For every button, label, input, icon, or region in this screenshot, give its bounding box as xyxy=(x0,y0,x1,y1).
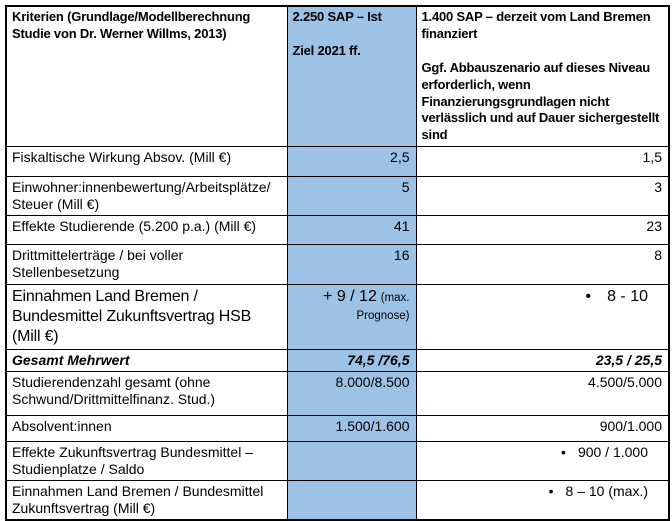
table-row: Studierendenzahl gesamt (ohne Schwund/Dr… xyxy=(5,370,670,416)
ist-value-cell: 8.000/8.500 xyxy=(286,370,417,416)
header-land-column: 1.400 SAP – derzeit vom Land Bremen fina… xyxy=(415,5,670,148)
land-value-cell: 3 xyxy=(415,176,670,217)
land-value-cell: 4.500/5.000 xyxy=(415,370,670,416)
criteria-cell: Effekte Studierende (5.200 p.a.) (Mill €… xyxy=(5,215,288,246)
header-land-para2: Ggf. Abbauszenario auf dieses Niveau erf… xyxy=(421,59,660,143)
table-row: Drittmittelerträge / bei voller Stellenb… xyxy=(5,244,670,285)
header-ist-line2: Ziel 2021 ff. xyxy=(292,42,361,58)
criteria-cell: Studierendenzahl gesamt (ohne Schwund/Dr… xyxy=(5,370,288,416)
land-value-cell: • 8 - 10 xyxy=(415,283,670,350)
ist-value-cell: 2,5 xyxy=(286,146,417,178)
ist-value-cell: 74,5 /76,5 xyxy=(286,348,417,372)
header-ist-line1: 2.250 SAP – Ist xyxy=(292,9,382,24)
criteria-cell: Einwohner:innenbewertung/Arbeitsplätze/ … xyxy=(5,176,288,217)
ist-value-cell: 1.500/1.600 xyxy=(286,414,417,442)
land-value-cell: 1,5 xyxy=(415,146,670,178)
ist-value-cell xyxy=(286,479,417,521)
land-value: 8 – 10 (max.) xyxy=(565,482,648,499)
header-land-para1: 1.400 SAP – derzeit vom Land Bremen fina… xyxy=(421,9,651,41)
land-value-cell: 23 xyxy=(415,215,670,246)
ist-value-cell: 5 xyxy=(286,176,417,217)
table-row-einnahmen-hsb: Einnahmen Land Bremen / Bundesmittel Zuk… xyxy=(5,283,670,350)
table-row: Fiskaltische Wirkung Absov. (Mill €) 2,5… xyxy=(5,146,670,178)
table-header-row: Kriterien (Grundlage/Modellberechnung St… xyxy=(5,5,670,148)
land-value-cell: 8 xyxy=(415,244,670,285)
table-row-gesamt-mehrwert: Gesamt Mehrwert 74,5 /76,5 23,5 / 25,5 xyxy=(5,348,670,372)
header-criteria: Kriterien (Grundlage/Modellberechnung St… xyxy=(5,5,288,148)
land-value-cell: • 8 – 10 (max.) xyxy=(415,479,670,521)
bullet-icon: • xyxy=(585,287,592,305)
header-criteria-text: Kriterien (Grundlage/Modellberechnung St… xyxy=(12,9,251,41)
land-value: 8 - 10 xyxy=(607,287,648,305)
land-value: 900 / 1.000 xyxy=(577,443,648,460)
table-row: Einnahmen Land Bremen / Bundesmittel Zuk… xyxy=(5,479,670,521)
criteria-cell: Einnahmen Land Bremen / Bundesmittel Zuk… xyxy=(5,479,288,521)
criteria-cell: Drittmittelerträge / bei voller Stellenb… xyxy=(5,244,288,285)
land-value-cell: 900/1.000 xyxy=(415,414,670,442)
ist-note: (max. Prognose) xyxy=(356,291,410,323)
bullet-icon: • xyxy=(548,482,554,499)
header-ist-column: 2.250 SAP – Ist Ziel 2021 ff. xyxy=(286,5,417,148)
ist-value-cell: 16 xyxy=(286,244,417,285)
ist-value-cell: 41 xyxy=(286,215,417,246)
ist-main-value: + 9 / 12 xyxy=(323,287,377,305)
criteria-cell: Gesamt Mehrwert xyxy=(5,348,288,372)
criteria-cell: Absolvent:innen xyxy=(5,414,288,442)
ist-value-cell: + 9 / 12 (max. Prognose) xyxy=(286,283,417,350)
criteria-cell: Fiskaltische Wirkung Absov. (Mill €) xyxy=(5,146,288,178)
document-body: Kriterien (Grundlage/Modellberechnung St… xyxy=(5,5,670,521)
kriterien-table: Kriterien (Grundlage/Modellberechnung St… xyxy=(5,5,670,521)
table-row: Einwohner:innenbewertung/Arbeitsplätze/ … xyxy=(5,176,670,217)
table-row: Absolvent:innen 1.500/1.600 900/1.000 xyxy=(5,414,670,442)
bullet-icon: • xyxy=(561,443,566,460)
table-row: Effekte Studierende (5.200 p.a.) (Mill €… xyxy=(5,215,670,246)
land-value-cell: 23,5 / 25,5 xyxy=(415,348,670,372)
criteria-cell: Einnahmen Land Bremen / Bundesmittel Zuk… xyxy=(5,283,288,350)
